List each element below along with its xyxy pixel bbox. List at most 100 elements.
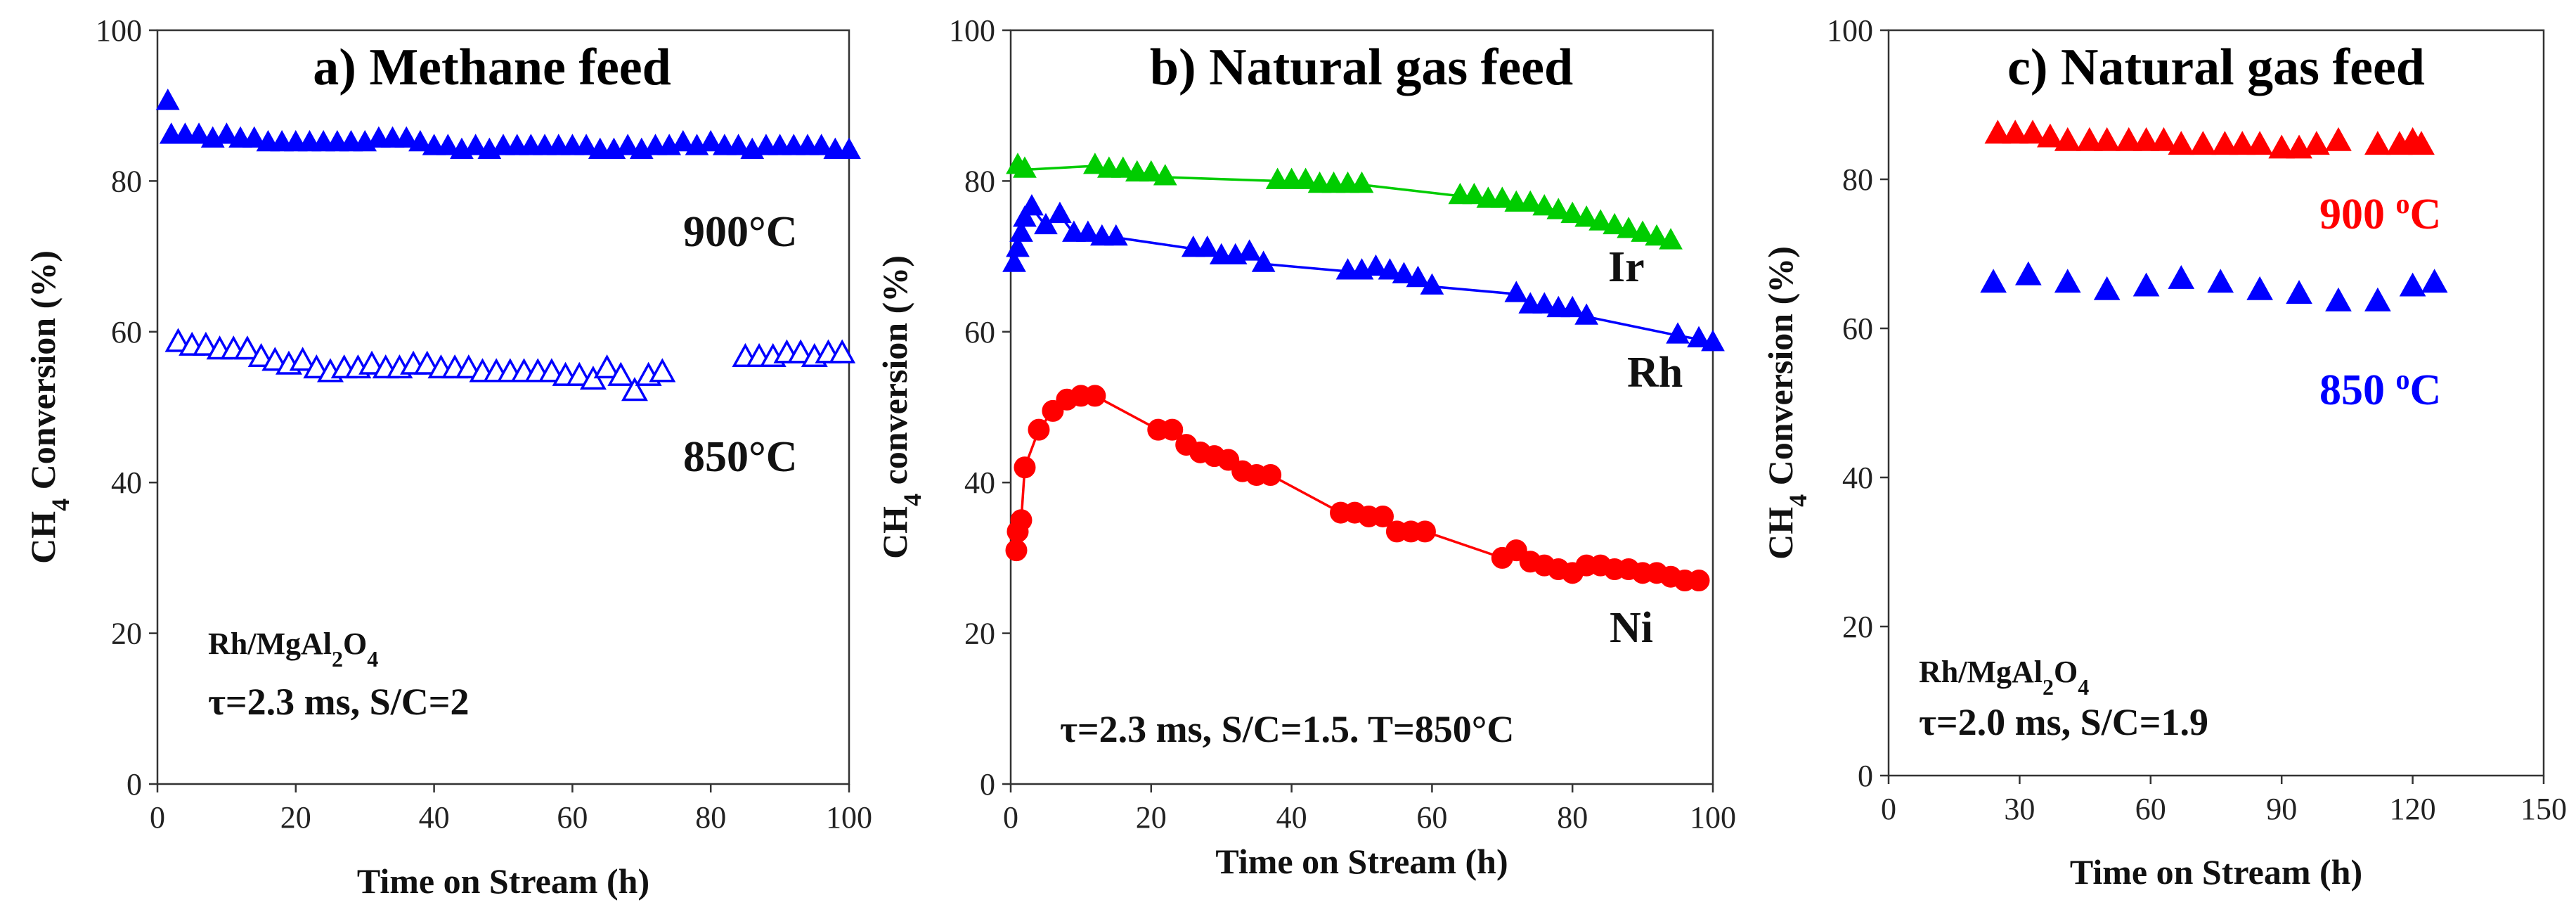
x-axis-label: Time on Stream (h) <box>1215 842 1508 881</box>
data-point <box>261 347 289 371</box>
x-tick-label: 150 <box>2520 792 2567 826</box>
x-tick-label: 0 <box>150 800 165 835</box>
series-850-c <box>164 328 856 402</box>
data-point <box>593 354 621 379</box>
x-tick-label: 120 <box>2390 792 2436 826</box>
series-rh <box>1002 194 1725 352</box>
data-point <box>1237 239 1262 261</box>
data-point <box>455 354 482 379</box>
data-point <box>2093 276 2121 300</box>
data-point <box>1462 182 1487 205</box>
x-tick-label: 100 <box>826 800 872 835</box>
conditions-label: τ=2.3 ms, S/C=2 <box>208 681 469 723</box>
data-point <box>2325 287 2352 312</box>
data-point <box>1688 570 1710 592</box>
data-point <box>2189 131 2217 155</box>
data-point <box>394 126 419 148</box>
x-tick-label: 60 <box>557 800 588 835</box>
y-tick-label: 60 <box>964 315 995 349</box>
y-tick-label: 80 <box>111 164 142 198</box>
data-point <box>413 350 441 375</box>
data-point <box>436 134 460 155</box>
data-point <box>155 88 180 110</box>
data-point <box>1010 509 1033 532</box>
data-point <box>1006 235 1030 257</box>
data-point <box>1005 539 1028 562</box>
data-point <box>192 331 219 356</box>
data-point <box>2054 127 2081 151</box>
series-900-c <box>1984 120 2435 159</box>
data-point <box>699 129 723 152</box>
series-850-c <box>1980 261 2448 312</box>
data-point <box>2054 269 2081 293</box>
data-point <box>1603 212 1626 235</box>
data-point <box>214 122 239 144</box>
data-point <box>616 134 640 155</box>
series-label: Ir <box>1608 243 1645 291</box>
data-point <box>1574 303 1599 325</box>
y-tick-label: 80 <box>964 164 995 198</box>
data-point <box>1560 295 1585 318</box>
y-tick-label: 40 <box>111 465 142 500</box>
data-point <box>1406 265 1430 288</box>
data-point <box>1195 235 1219 257</box>
data-point <box>2408 131 2435 155</box>
chart-title: b) Natural gas feed <box>1150 39 1573 96</box>
data-point <box>1251 250 1276 272</box>
data-point <box>1984 120 2012 144</box>
x-tick-label: 20 <box>280 800 311 835</box>
y-axis-label: CH4 conversion (%) <box>875 255 926 559</box>
x-tick-label: 0 <box>1003 800 1018 835</box>
y-tick-label: 100 <box>1827 13 1873 48</box>
x-tick-label: 100 <box>1690 800 1736 835</box>
data-point <box>1013 205 1037 227</box>
data-point <box>1504 281 1529 302</box>
data-point <box>566 361 593 386</box>
x-tick-label: 60 <box>2135 792 2166 826</box>
series-ir <box>1006 153 1683 250</box>
x-tick-label: 90 <box>2266 792 2297 826</box>
y-tick-label: 40 <box>964 465 995 500</box>
data-point <box>1413 520 1436 543</box>
data-point <box>2132 127 2160 151</box>
x-axis-label: Time on Stream (h) <box>357 861 649 901</box>
y-axis-label: CH4 Conversion (%) <box>23 250 75 564</box>
data-point <box>809 134 834 155</box>
y-tick-label: 100 <box>96 13 142 48</box>
data-point <box>2115 127 2142 151</box>
data-point <box>2211 131 2239 155</box>
data-point <box>1048 201 1072 224</box>
data-point <box>1111 156 1135 178</box>
plot-frame <box>1887 29 2545 777</box>
data-point <box>1364 254 1388 276</box>
data-point <box>1260 463 1282 486</box>
data-point <box>1371 505 1394 527</box>
data-point <box>408 129 432 152</box>
data-point <box>1666 322 1690 344</box>
data-point <box>289 347 316 371</box>
data-point <box>358 350 386 375</box>
data-point <box>2014 261 2042 285</box>
conditions-label: τ=2.3 ms, S/C=1.5. T=850°C <box>1060 708 1514 750</box>
series-label: Rh <box>1627 349 1683 397</box>
data-point <box>1139 160 1163 182</box>
y-tick-label: 60 <box>1842 312 1873 346</box>
data-point <box>1002 250 1026 272</box>
y-tick-label: 0 <box>1858 759 1873 793</box>
data-point <box>2168 264 2195 289</box>
data-point <box>233 335 261 360</box>
data-point <box>2246 276 2273 300</box>
data-point <box>1546 198 1571 219</box>
y-tick-label: 0 <box>980 767 995 802</box>
data-point <box>2037 123 2064 148</box>
y-tick-label: 20 <box>1842 610 1873 644</box>
data-point <box>787 339 815 364</box>
data-point <box>1490 186 1515 208</box>
data-point <box>2168 131 2195 155</box>
series-label: 850 oC <box>2319 364 2441 415</box>
data-point <box>1009 220 1033 242</box>
plot-frame <box>156 29 850 785</box>
data-point <box>2150 127 2177 151</box>
chart-title: a) Methane feed <box>313 39 671 96</box>
data-point <box>1083 153 1107 174</box>
